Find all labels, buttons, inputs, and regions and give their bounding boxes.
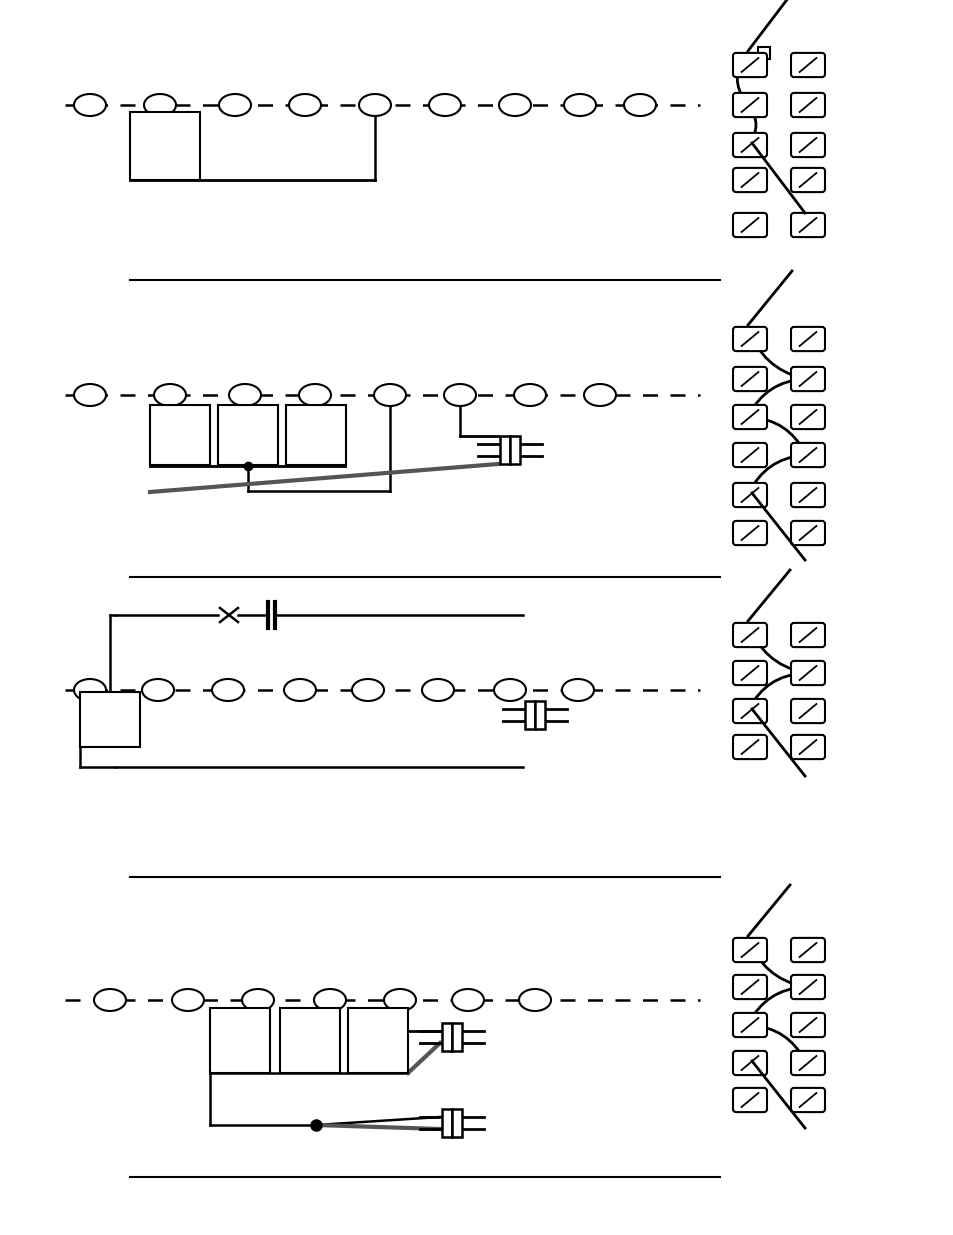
Ellipse shape	[219, 94, 251, 116]
FancyBboxPatch shape	[732, 443, 766, 467]
Bar	[150, 405, 210, 466]
FancyBboxPatch shape	[790, 521, 824, 545]
Ellipse shape	[421, 679, 454, 701]
FancyBboxPatch shape	[732, 483, 766, 508]
Ellipse shape	[561, 679, 594, 701]
FancyBboxPatch shape	[732, 1051, 766, 1076]
FancyBboxPatch shape	[790, 974, 824, 999]
Bar	[452, 1109, 461, 1137]
FancyBboxPatch shape	[732, 212, 766, 237]
Ellipse shape	[452, 989, 483, 1011]
FancyBboxPatch shape	[790, 735, 824, 760]
FancyBboxPatch shape	[732, 1013, 766, 1037]
Bar	[535, 701, 544, 729]
Bar	[524, 701, 535, 729]
Ellipse shape	[514, 384, 545, 406]
Bar	[80, 692, 140, 747]
FancyBboxPatch shape	[732, 974, 766, 999]
FancyBboxPatch shape	[790, 443, 824, 467]
FancyBboxPatch shape	[790, 133, 824, 157]
Ellipse shape	[153, 384, 186, 406]
FancyBboxPatch shape	[732, 168, 766, 193]
Bar	[348, 1008, 408, 1073]
FancyBboxPatch shape	[732, 699, 766, 724]
FancyBboxPatch shape	[732, 327, 766, 351]
Ellipse shape	[74, 94, 106, 116]
Ellipse shape	[518, 989, 551, 1011]
Ellipse shape	[583, 384, 616, 406]
Ellipse shape	[384, 989, 416, 1011]
Bar	[441, 1023, 452, 1051]
Ellipse shape	[94, 989, 126, 1011]
Ellipse shape	[284, 679, 315, 701]
FancyBboxPatch shape	[790, 212, 824, 237]
Bar	[218, 405, 277, 466]
Bar	[758, 47, 769, 59]
Ellipse shape	[74, 679, 106, 701]
FancyBboxPatch shape	[790, 622, 824, 647]
FancyBboxPatch shape	[790, 327, 824, 351]
Ellipse shape	[242, 989, 274, 1011]
Ellipse shape	[289, 94, 320, 116]
Ellipse shape	[352, 679, 384, 701]
Ellipse shape	[429, 94, 460, 116]
Ellipse shape	[443, 384, 476, 406]
FancyBboxPatch shape	[790, 93, 824, 117]
FancyBboxPatch shape	[790, 1051, 824, 1076]
FancyBboxPatch shape	[732, 937, 766, 962]
FancyBboxPatch shape	[732, 405, 766, 429]
Ellipse shape	[172, 989, 204, 1011]
Ellipse shape	[212, 679, 244, 701]
Bar	[280, 1008, 339, 1073]
FancyBboxPatch shape	[790, 483, 824, 508]
FancyBboxPatch shape	[732, 622, 766, 647]
FancyBboxPatch shape	[790, 168, 824, 193]
FancyBboxPatch shape	[790, 53, 824, 77]
Ellipse shape	[314, 989, 346, 1011]
FancyBboxPatch shape	[790, 661, 824, 685]
FancyBboxPatch shape	[732, 521, 766, 545]
Ellipse shape	[142, 679, 173, 701]
Bar	[510, 436, 519, 464]
Ellipse shape	[563, 94, 596, 116]
Ellipse shape	[494, 679, 525, 701]
Ellipse shape	[358, 94, 391, 116]
Bar	[210, 1008, 270, 1073]
FancyBboxPatch shape	[790, 1013, 824, 1037]
Bar	[441, 1109, 452, 1137]
FancyBboxPatch shape	[790, 937, 824, 962]
FancyBboxPatch shape	[732, 367, 766, 391]
Ellipse shape	[144, 94, 175, 116]
Bar	[286, 405, 346, 466]
FancyBboxPatch shape	[790, 367, 824, 391]
Ellipse shape	[374, 384, 406, 406]
FancyBboxPatch shape	[790, 405, 824, 429]
Ellipse shape	[498, 94, 531, 116]
Ellipse shape	[298, 384, 331, 406]
FancyBboxPatch shape	[732, 735, 766, 760]
Bar	[130, 112, 200, 180]
FancyBboxPatch shape	[732, 1088, 766, 1112]
FancyBboxPatch shape	[790, 1088, 824, 1112]
FancyBboxPatch shape	[732, 661, 766, 685]
FancyBboxPatch shape	[790, 699, 824, 724]
Ellipse shape	[229, 384, 261, 406]
FancyBboxPatch shape	[732, 93, 766, 117]
Ellipse shape	[623, 94, 656, 116]
FancyBboxPatch shape	[732, 133, 766, 157]
FancyBboxPatch shape	[732, 53, 766, 77]
Bar	[499, 436, 510, 464]
Bar	[452, 1023, 461, 1051]
Ellipse shape	[74, 384, 106, 406]
